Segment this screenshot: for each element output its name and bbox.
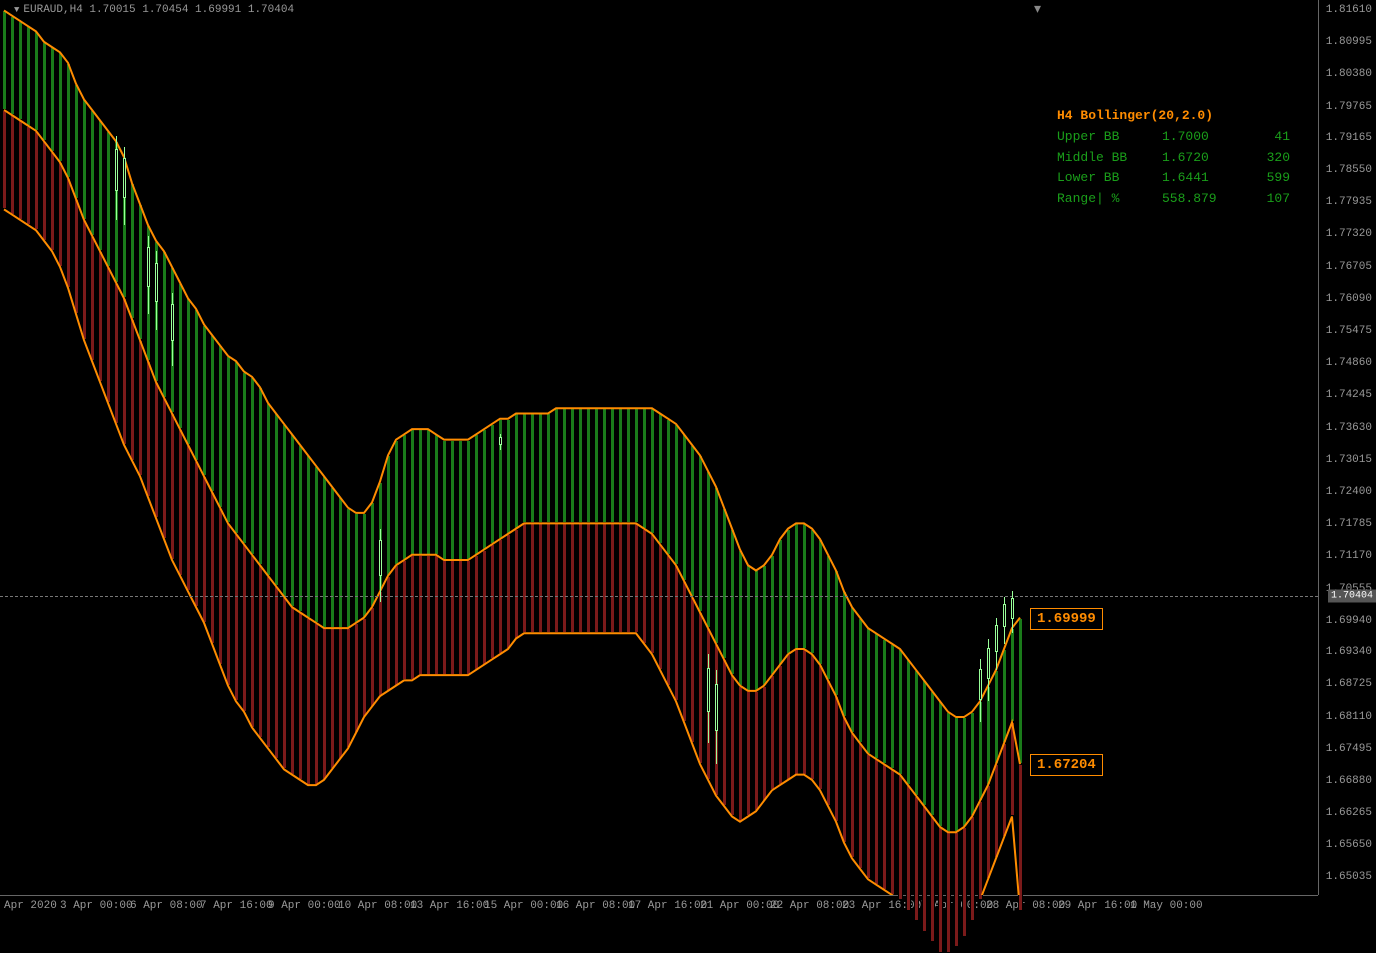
y-tick-label: 1.65650	[1326, 839, 1372, 851]
x-tick-label: 9 Apr 00:00	[268, 900, 341, 912]
y-tick-label: 1.77320	[1326, 228, 1372, 240]
y-tick-label: 1.79165	[1326, 132, 1372, 144]
x-tick-label: 22 Apr 08:00	[770, 900, 849, 912]
y-tick-label: 1.71170	[1326, 550, 1372, 562]
info-value: 107	[1250, 189, 1290, 210]
info-label: Lower BB	[1057, 168, 1162, 189]
y-tick-label: 1.78550	[1326, 164, 1372, 176]
scroll-indicator-icon: ▾	[1034, 1, 1041, 18]
candle-body	[1003, 604, 1006, 628]
y-tick-label: 1.66880	[1326, 775, 1372, 787]
info-value: 1.6720	[1162, 148, 1250, 169]
info-value: 1.7000	[1162, 127, 1250, 148]
info-row: Lower BB 1.6441 599	[1057, 168, 1290, 189]
indicator-title: H4 Bollinger(20,2.0)	[1057, 106, 1290, 127]
candle-body	[147, 247, 150, 286]
y-tick-label: 1.71785	[1326, 518, 1372, 530]
info-row: Upper BB 1.7000 41	[1057, 127, 1290, 148]
candle-body	[123, 158, 126, 197]
y-tick-label: 1.73630	[1326, 422, 1372, 434]
y-axis: 1.81610 1.80995 1.80380 1.79765 1.79165 1.785…	[1318, 0, 1376, 895]
candle-body	[379, 540, 382, 577]
x-tick-label: 17 Apr 16:00	[628, 900, 707, 912]
info-label: Middle BB	[1057, 148, 1162, 169]
x-tick-label: 13 Apr 16:00	[410, 900, 489, 912]
y-tick-label: 1.66265	[1326, 807, 1372, 819]
x-tick-label: Apr 2020	[4, 900, 57, 912]
candle-body	[171, 304, 174, 341]
y-tick-label: 1.80995	[1326, 36, 1372, 48]
candle-body	[155, 263, 158, 302]
info-label: Range| %	[1057, 189, 1162, 210]
candle-body	[115, 149, 118, 191]
y-tick-label: 1.81610	[1326, 4, 1372, 16]
info-value: 599	[1250, 168, 1290, 189]
x-tick-label: 16 Apr 08:00	[556, 900, 635, 912]
bb-upper-line	[4, 10, 1020, 717]
info-value: 558.879	[1162, 189, 1250, 210]
info-value: 41	[1250, 127, 1290, 148]
x-tick-label: 29 Apr 16:00	[1058, 900, 1137, 912]
y-tick-label: 1.79765	[1326, 101, 1372, 113]
y-tick-label: 1.76090	[1326, 293, 1372, 305]
candle-body	[1011, 598, 1014, 619]
x-tick-label: 6 Apr 08:00	[130, 900, 203, 912]
indicator-info-panel: H4 Bollinger(20,2.0) Upper BB 1.7000 41 …	[1057, 106, 1290, 210]
y-tick-label: 1.67495	[1326, 743, 1372, 755]
x-tick-label: 3 Apr 00:00	[60, 900, 133, 912]
y-tick-label: 1.69940	[1326, 615, 1372, 627]
y-tick-label: 1.68110	[1326, 711, 1372, 723]
info-value: 320	[1250, 148, 1290, 169]
bb-value-label: 1.69999	[1030, 608, 1103, 630]
candle-body	[979, 669, 982, 700]
x-tick-label: 7 Apr 16:00	[200, 900, 273, 912]
candle-body	[987, 648, 990, 679]
chart-title: EURAUD,H4 1.70015 1.70454 1.69991 1.7040…	[14, 4, 294, 16]
y-tick-label: 1.75475	[1326, 325, 1372, 337]
y-tick-label: 1.74860	[1326, 357, 1372, 369]
x-tick-label: 28 Apr 08:00	[986, 900, 1065, 912]
info-label: Upper BB	[1057, 127, 1162, 148]
candle-body	[995, 625, 998, 651]
info-row: Range| % 558.879 107	[1057, 189, 1290, 210]
y-tick-label: 1.73015	[1326, 454, 1372, 466]
y-tick-label: 1.69340	[1326, 646, 1372, 658]
y-tick-label: 1.65035	[1326, 871, 1372, 883]
info-value: 1.6441	[1162, 168, 1250, 189]
candle-body	[707, 668, 710, 712]
current-price-line	[0, 596, 1318, 597]
trading-chart[interactable]: EURAUD,H4 1.70015 1.70454 1.69991 1.7040…	[0, 0, 1376, 918]
x-axis: Apr 20203 Apr 00:006 Apr 08:007 Apr 16:0…	[0, 895, 1318, 918]
y-tick-label: 1.80380	[1326, 68, 1372, 80]
candle-body	[715, 684, 718, 731]
x-tick-label: 21 Apr 00:00	[700, 900, 779, 912]
y-tick-label: 1.77935	[1326, 196, 1372, 208]
bb-middle-line	[4, 110, 1020, 832]
y-tick-label: 1.76705	[1326, 261, 1372, 273]
x-tick-label: 15 Apr 00:00	[484, 900, 563, 912]
bb-value-label: 1.67204	[1030, 754, 1103, 776]
y-tick-label: 1.68725	[1326, 678, 1372, 690]
y-tick-label: 1.72400	[1326, 486, 1372, 498]
x-tick-label: 10 Apr 08:00	[338, 900, 417, 912]
x-tick-label: 1 May 00:00	[1130, 900, 1203, 912]
candle-body	[499, 437, 502, 445]
current-price-badge: 1.70404	[1328, 590, 1376, 603]
info-row: Middle BB 1.6720 320	[1057, 148, 1290, 169]
y-tick-label: 1.74245	[1326, 389, 1372, 401]
